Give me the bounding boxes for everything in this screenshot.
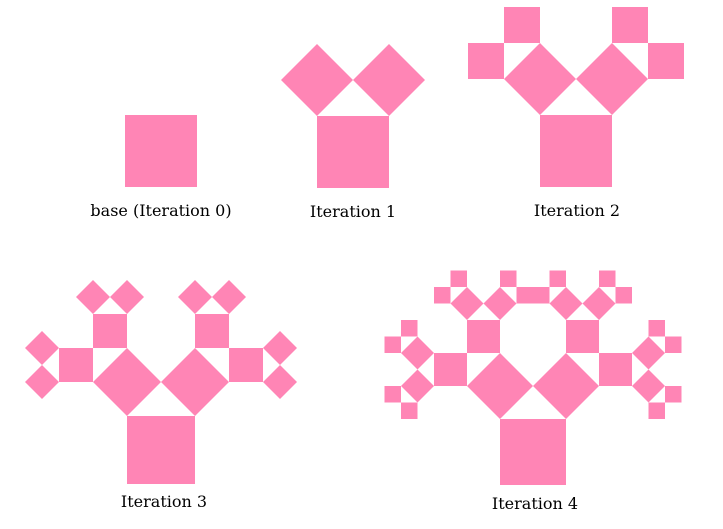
- tree-square-depth-3: [25, 331, 59, 365]
- tree-square-depth-3: [632, 369, 665, 403]
- tree-square-depth-3: [178, 280, 212, 314]
- tree-square-depth-4: [665, 336, 682, 353]
- tree-square-depth-2: [504, 7, 540, 43]
- tree-square-depth-3: [450, 287, 484, 320]
- tree-square-depth-0: [127, 416, 195, 484]
- panel-iteration-2: [468, 7, 684, 187]
- caption-iteration-0: base (Iteration 0): [90, 201, 232, 220]
- tree-square-depth-2: [195, 314, 229, 348]
- tree-square-depth-0: [125, 115, 197, 187]
- tree-square-depth-4: [401, 320, 418, 337]
- tree-square-depth-3: [25, 365, 59, 399]
- tree-square-depth-0: [540, 115, 612, 187]
- tree-square-depth-3: [483, 287, 517, 320]
- tree-square-depth-3: [401, 369, 434, 403]
- tree-square-depth-3: [632, 336, 665, 370]
- panel-iteration-0: [125, 115, 197, 187]
- tree-square-depth-1: [161, 348, 229, 416]
- caption-iteration-1: Iteration 1: [309, 202, 397, 221]
- tree-square-depth-4: [648, 402, 665, 419]
- tree-square-depth-0: [317, 116, 389, 188]
- tree-square-depth-3: [110, 280, 144, 314]
- tree-square-depth-1: [353, 44, 425, 116]
- tree-square-depth-1: [504, 43, 576, 115]
- tree-square-depth-4: [549, 270, 566, 287]
- panel-iteration-1: [281, 44, 425, 188]
- tree-square-depth-1: [576, 43, 648, 115]
- tree-square-depth-2: [229, 348, 263, 382]
- tree-square-depth-0: [500, 419, 566, 485]
- tree-square-depth-2: [434, 353, 467, 386]
- tree-square-depth-3: [401, 336, 434, 370]
- tree-square-depth-1: [93, 348, 161, 416]
- panel-iteration-4: [384, 270, 682, 485]
- caption-iteration-4: Iteration 4: [491, 494, 579, 513]
- tree-square-depth-3: [263, 331, 297, 365]
- tree-square-depth-4: [500, 270, 517, 287]
- tree-square-depth-4: [516, 287, 533, 304]
- tree-square-depth-3: [582, 287, 616, 320]
- tree-square-depth-4: [450, 270, 467, 287]
- caption-iteration-2: Iteration 2: [533, 201, 621, 220]
- tree-square-depth-4: [648, 320, 665, 337]
- tree-square-depth-2: [467, 320, 500, 353]
- tree-square-depth-1: [533, 353, 599, 419]
- tree-square-depth-4: [665, 386, 682, 403]
- tree-square-depth-2: [59, 348, 93, 382]
- tree-square-depth-3: [212, 280, 246, 314]
- tree-square-depth-4: [434, 287, 451, 304]
- tree-square-depth-2: [93, 314, 127, 348]
- tree-square-depth-4: [533, 287, 550, 304]
- tree-square-depth-2: [599, 353, 632, 386]
- tree-square-depth-2: [612, 7, 648, 43]
- panel-iteration-3: [25, 280, 297, 484]
- tree-square-depth-3: [76, 280, 110, 314]
- tree-square-depth-3: [263, 365, 297, 399]
- caption-iteration-3: Iteration 3: [120, 492, 208, 511]
- tree-square-depth-4: [599, 270, 616, 287]
- tree-square-depth-2: [648, 43, 684, 79]
- tree-square-depth-4: [401, 402, 418, 419]
- tree-square-depth-2: [566, 320, 599, 353]
- tree-square-depth-2: [468, 43, 504, 79]
- tree-square-depth-4: [384, 386, 401, 403]
- tree-square-depth-3: [549, 287, 583, 320]
- tree-square-depth-4: [615, 287, 632, 304]
- tree-square-depth-1: [467, 353, 533, 419]
- tree-square-depth-4: [384, 336, 401, 353]
- tree-square-depth-1: [281, 44, 353, 116]
